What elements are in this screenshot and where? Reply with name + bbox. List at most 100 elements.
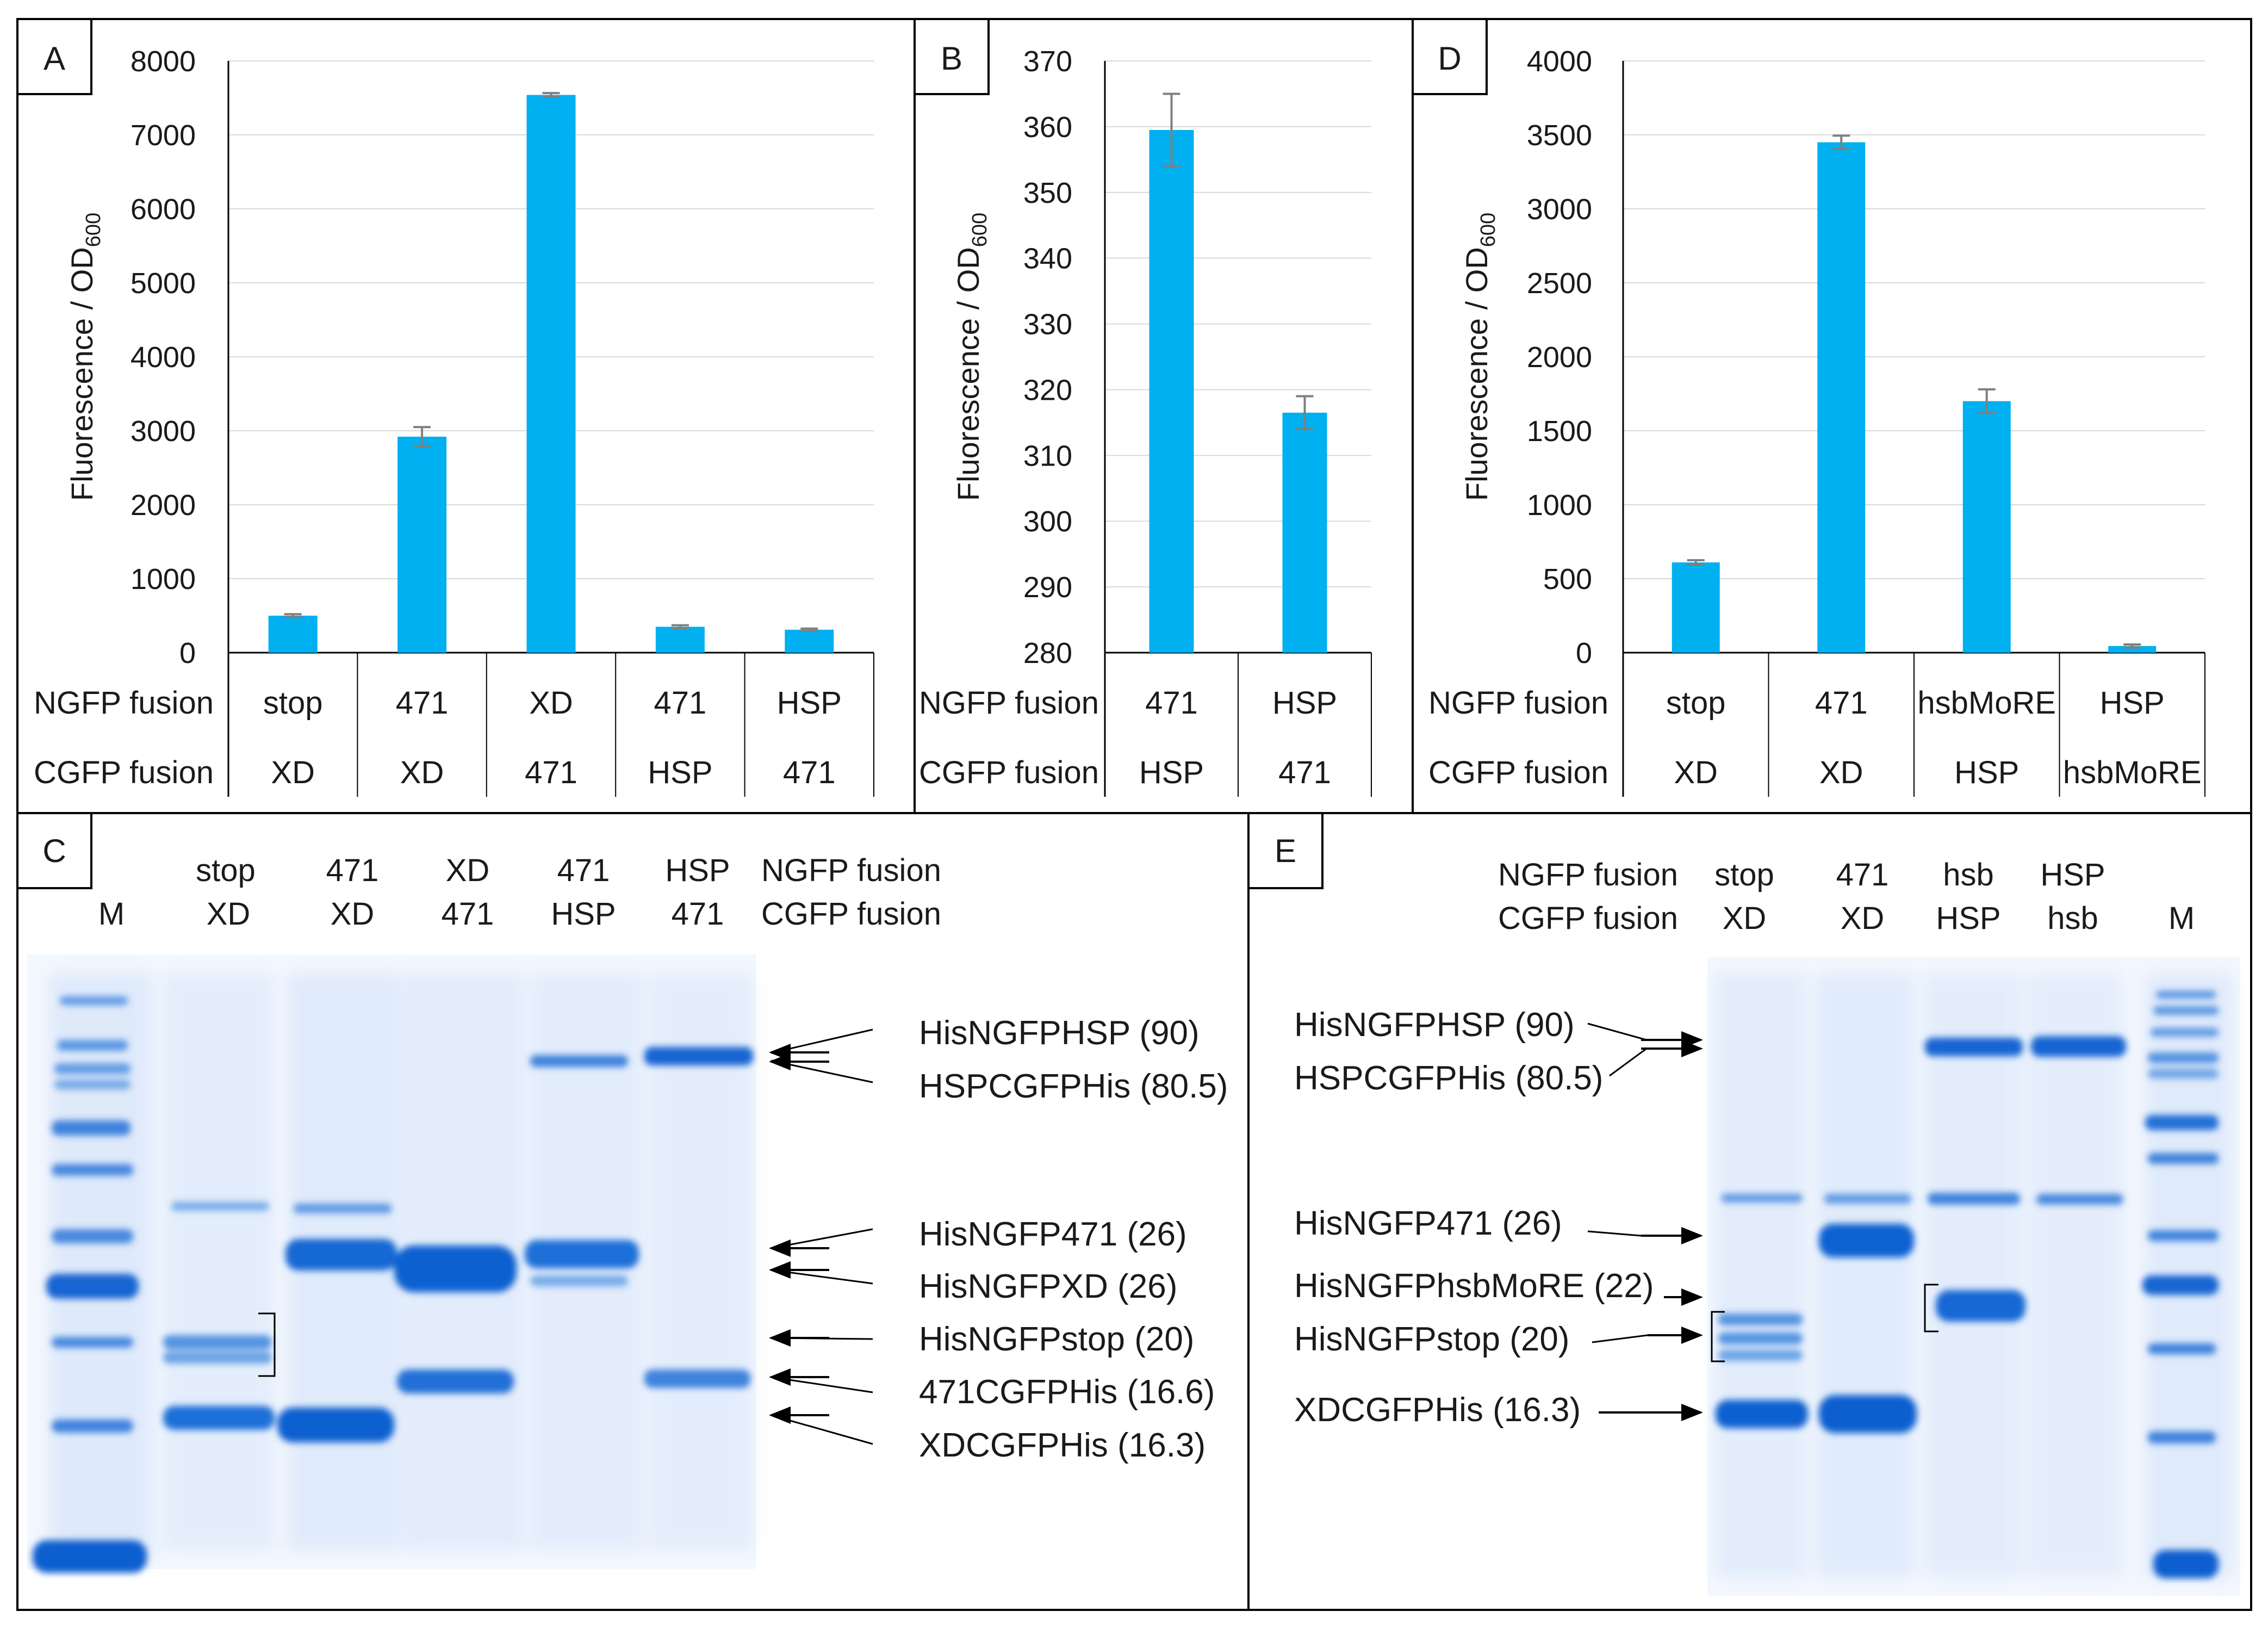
- chart-a-ngfp-label-1: stop: [263, 685, 323, 721]
- gel-e-lane4-cgfp: hsb: [2047, 901, 2098, 936]
- chart-a-y-axis-title: Fluorescence / OD600: [65, 213, 105, 501]
- chart-d-y-axis-title: Fluorescence / OD600: [1459, 213, 1500, 501]
- chart-b-bar-2: [1282, 412, 1327, 653]
- frame-panel-e: [1247, 812, 2252, 1611]
- gel-e-marker-label: M: [2168, 901, 2195, 936]
- chart-a-y-tick-label: 4000: [131, 341, 196, 374]
- gel-c-lane3-ngfp: XD: [446, 853, 490, 888]
- gel-c-ngfp-row-label: NGFP fusion: [761, 853, 941, 888]
- chart-d-cgfp-label-1: XD: [1674, 755, 1718, 790]
- gel-c-lane1-ngfp: stop: [196, 853, 256, 888]
- chart-a-bar-4: [655, 627, 705, 653]
- gel-e-lane2-ngfp: 471: [1836, 857, 1889, 893]
- chart-a-y-axis-title-sub: 600: [82, 213, 105, 247]
- chart-a-ngfp-row-label: NGFP fusion: [34, 685, 214, 721]
- gel-e-arrows: [1587, 1022, 1703, 1421]
- chart-a: 0 1000 2000 3000 4000 5000 6000 7000 8000 stop XD 4…: [34, 45, 874, 797]
- chart-d-y-tick-label: 3500: [1527, 119, 1592, 152]
- chart-d-cgfp-row-label: CGFP fusion: [1428, 755, 1608, 790]
- chart-d-y-tick-label: 2500: [1527, 267, 1592, 300]
- chart-b-y-tick-label: 360: [1023, 111, 1072, 144]
- panel-label-a: A: [44, 40, 65, 77]
- chart-b-y-tick-label: 300: [1023, 505, 1072, 538]
- chart-d-ngfp-label-3: hsbMoRE: [1917, 685, 2056, 721]
- chart-b-cgfp-label-1: HSP: [1139, 755, 1204, 790]
- panel-label-b: B: [941, 40, 962, 77]
- gel-c-annotation-2: HSPCGFPHis (80.5): [919, 1068, 1228, 1105]
- gel-c-annotation-1: HisNGFPHSP (90): [919, 1014, 1200, 1052]
- gel-c-annotation-6: 471CGFPHis (16.6): [919, 1373, 1215, 1411]
- chart-d-ngfp-row-label: NGFP fusion: [1428, 685, 1608, 721]
- gel-c-lane1-cgfp: XD: [207, 896, 251, 932]
- chart-a-y-tick-label: 6000: [131, 193, 196, 226]
- gel-e-annotation-3: HisNGFP471 (26): [1294, 1205, 1562, 1242]
- chart-a-cgfp-label-2: XD: [400, 755, 444, 790]
- chart-a-bar-3: [526, 95, 576, 653]
- gel-c-lane4-cgfp: HSP: [551, 896, 616, 932]
- chart-d-cgfp-label-4: hsbMoRE: [2063, 755, 2202, 790]
- chart-b-y-tick-label: 280: [1023, 637, 1072, 670]
- gel-e-lane2-cgfp: XD: [1841, 901, 1885, 936]
- chart-a-bar-5: [785, 629, 834, 653]
- gel-e-annotation-4: HisNGFPhsbMoRE (22): [1294, 1267, 1654, 1305]
- chart-b-y-tick-label: 310: [1023, 439, 1072, 472]
- gel-c-lane3-cgfp: 471: [442, 896, 494, 932]
- gel-e-cgfp-row-label: CGFP fusion: [1498, 901, 1678, 936]
- panel-frames: [16, 18, 2252, 1611]
- chart-d-bar-2: [1817, 142, 1866, 653]
- chart-d-bar-1: [1672, 562, 1720, 653]
- gel-c-marker-label: M: [98, 896, 125, 932]
- chart-a-ngfp-label-5: HSP: [777, 685, 842, 721]
- chart-d-y-tick-label: 3000: [1527, 193, 1592, 226]
- gel-e-annotation-5: HisNGFPstop (20): [1294, 1321, 1569, 1358]
- gel-panel-c: M stop 471 XD 471 HSP NGFP fusion XD XD …: [27, 853, 1228, 1573]
- gel-c-arrows: [769, 1028, 873, 1445]
- panel-label-c: C: [42, 833, 66, 869]
- panel-tag-c: C: [16, 812, 92, 889]
- gel-e-annotation-2: HSPCGFPHis (80.5): [1294, 1059, 1603, 1097]
- chart-d-y-tick-label: 500: [1543, 563, 1592, 596]
- gel-e-lane3-cgfp: HSP: [1936, 901, 2000, 936]
- gel-c-cgfp-row-label: CGFP fusion: [761, 896, 941, 932]
- panel-tag-e: E: [1247, 812, 1323, 889]
- chart-d-bar-3: [1962, 401, 2011, 653]
- chart-b-cgfp-row-label: CGFP fusion: [919, 755, 1099, 790]
- chart-d-y-tick-label: 2000: [1527, 341, 1592, 374]
- gel-e-ngfp-row-label: NGFP fusion: [1498, 857, 1678, 893]
- chart-a-bar-2: [397, 436, 447, 653]
- gel-e-lane3-ngfp: hsb: [1943, 857, 1994, 893]
- gel-e-annotation-6: XDCGFPHis (16.3): [1294, 1391, 1581, 1429]
- chart-b-y-tick-label: 350: [1023, 177, 1072, 209]
- chart-d: 0 500 1000 1500 2000 2500 3000 3500 4000 stop XD 47…: [1428, 45, 2205, 797]
- chart-a-cgfp-label-1: XD: [271, 755, 315, 790]
- chart-a-y-tick-label: 3000: [131, 415, 196, 448]
- chart-b-y-tick-label: 320: [1023, 374, 1072, 406]
- panel-tag-d: D: [1412, 18, 1488, 95]
- chart-b-ngfp-label-2: HSP: [1272, 685, 1337, 721]
- gel-e-annotation-1: HisNGFPHSP (90): [1294, 1006, 1575, 1044]
- chart-b-y-axis-title: Fluorescence / OD600: [951, 213, 991, 501]
- chart-d-y-tick-label: 1500: [1527, 415, 1592, 448]
- panel-tag-a: A: [16, 18, 92, 95]
- chart-b: 280 290 300 310 320 330 340 350 360 370 471 HSP HSP 4…: [919, 45, 1372, 797]
- chart-a-cgfp-row-label: CGFP fusion: [34, 755, 214, 790]
- chart-d-y-axis-title-main: Fluorescence / OD: [1459, 247, 1494, 501]
- chart-a-y-tick-label: 1000: [131, 563, 196, 596]
- gel-c-lane5-ngfp: HSP: [665, 853, 730, 888]
- chart-d-y-tick-label: 0: [1576, 637, 1592, 670]
- chart-b-ngfp-row-label: NGFP fusion: [919, 685, 1099, 721]
- chart-b-cgfp-label-2: 471: [1278, 755, 1331, 790]
- gel-c-lane4-ngfp: 471: [557, 853, 610, 888]
- chart-b-bar-1: [1149, 129, 1194, 653]
- chart-b-y-tick-label: 330: [1023, 308, 1072, 341]
- gel-c-annotation-5: HisNGFPstop (20): [919, 1321, 1194, 1358]
- chart-d-cgfp-label-2: XD: [1819, 755, 1863, 790]
- chart-a-y-tick-label: 7000: [131, 119, 196, 152]
- chart-a-y-axis-title-main: Fluorescence / OD: [65, 247, 99, 501]
- chart-a-ngfp-label-2: 471: [396, 685, 449, 721]
- chart-d-ngfp-label-4: HSP: [2100, 685, 2165, 721]
- gel-c-annotation-4: HisNGFPXD (26): [919, 1268, 1177, 1305]
- chart-a-y-tick-label: 0: [179, 637, 196, 670]
- gel-c-lane2-ngfp: 471: [326, 853, 379, 888]
